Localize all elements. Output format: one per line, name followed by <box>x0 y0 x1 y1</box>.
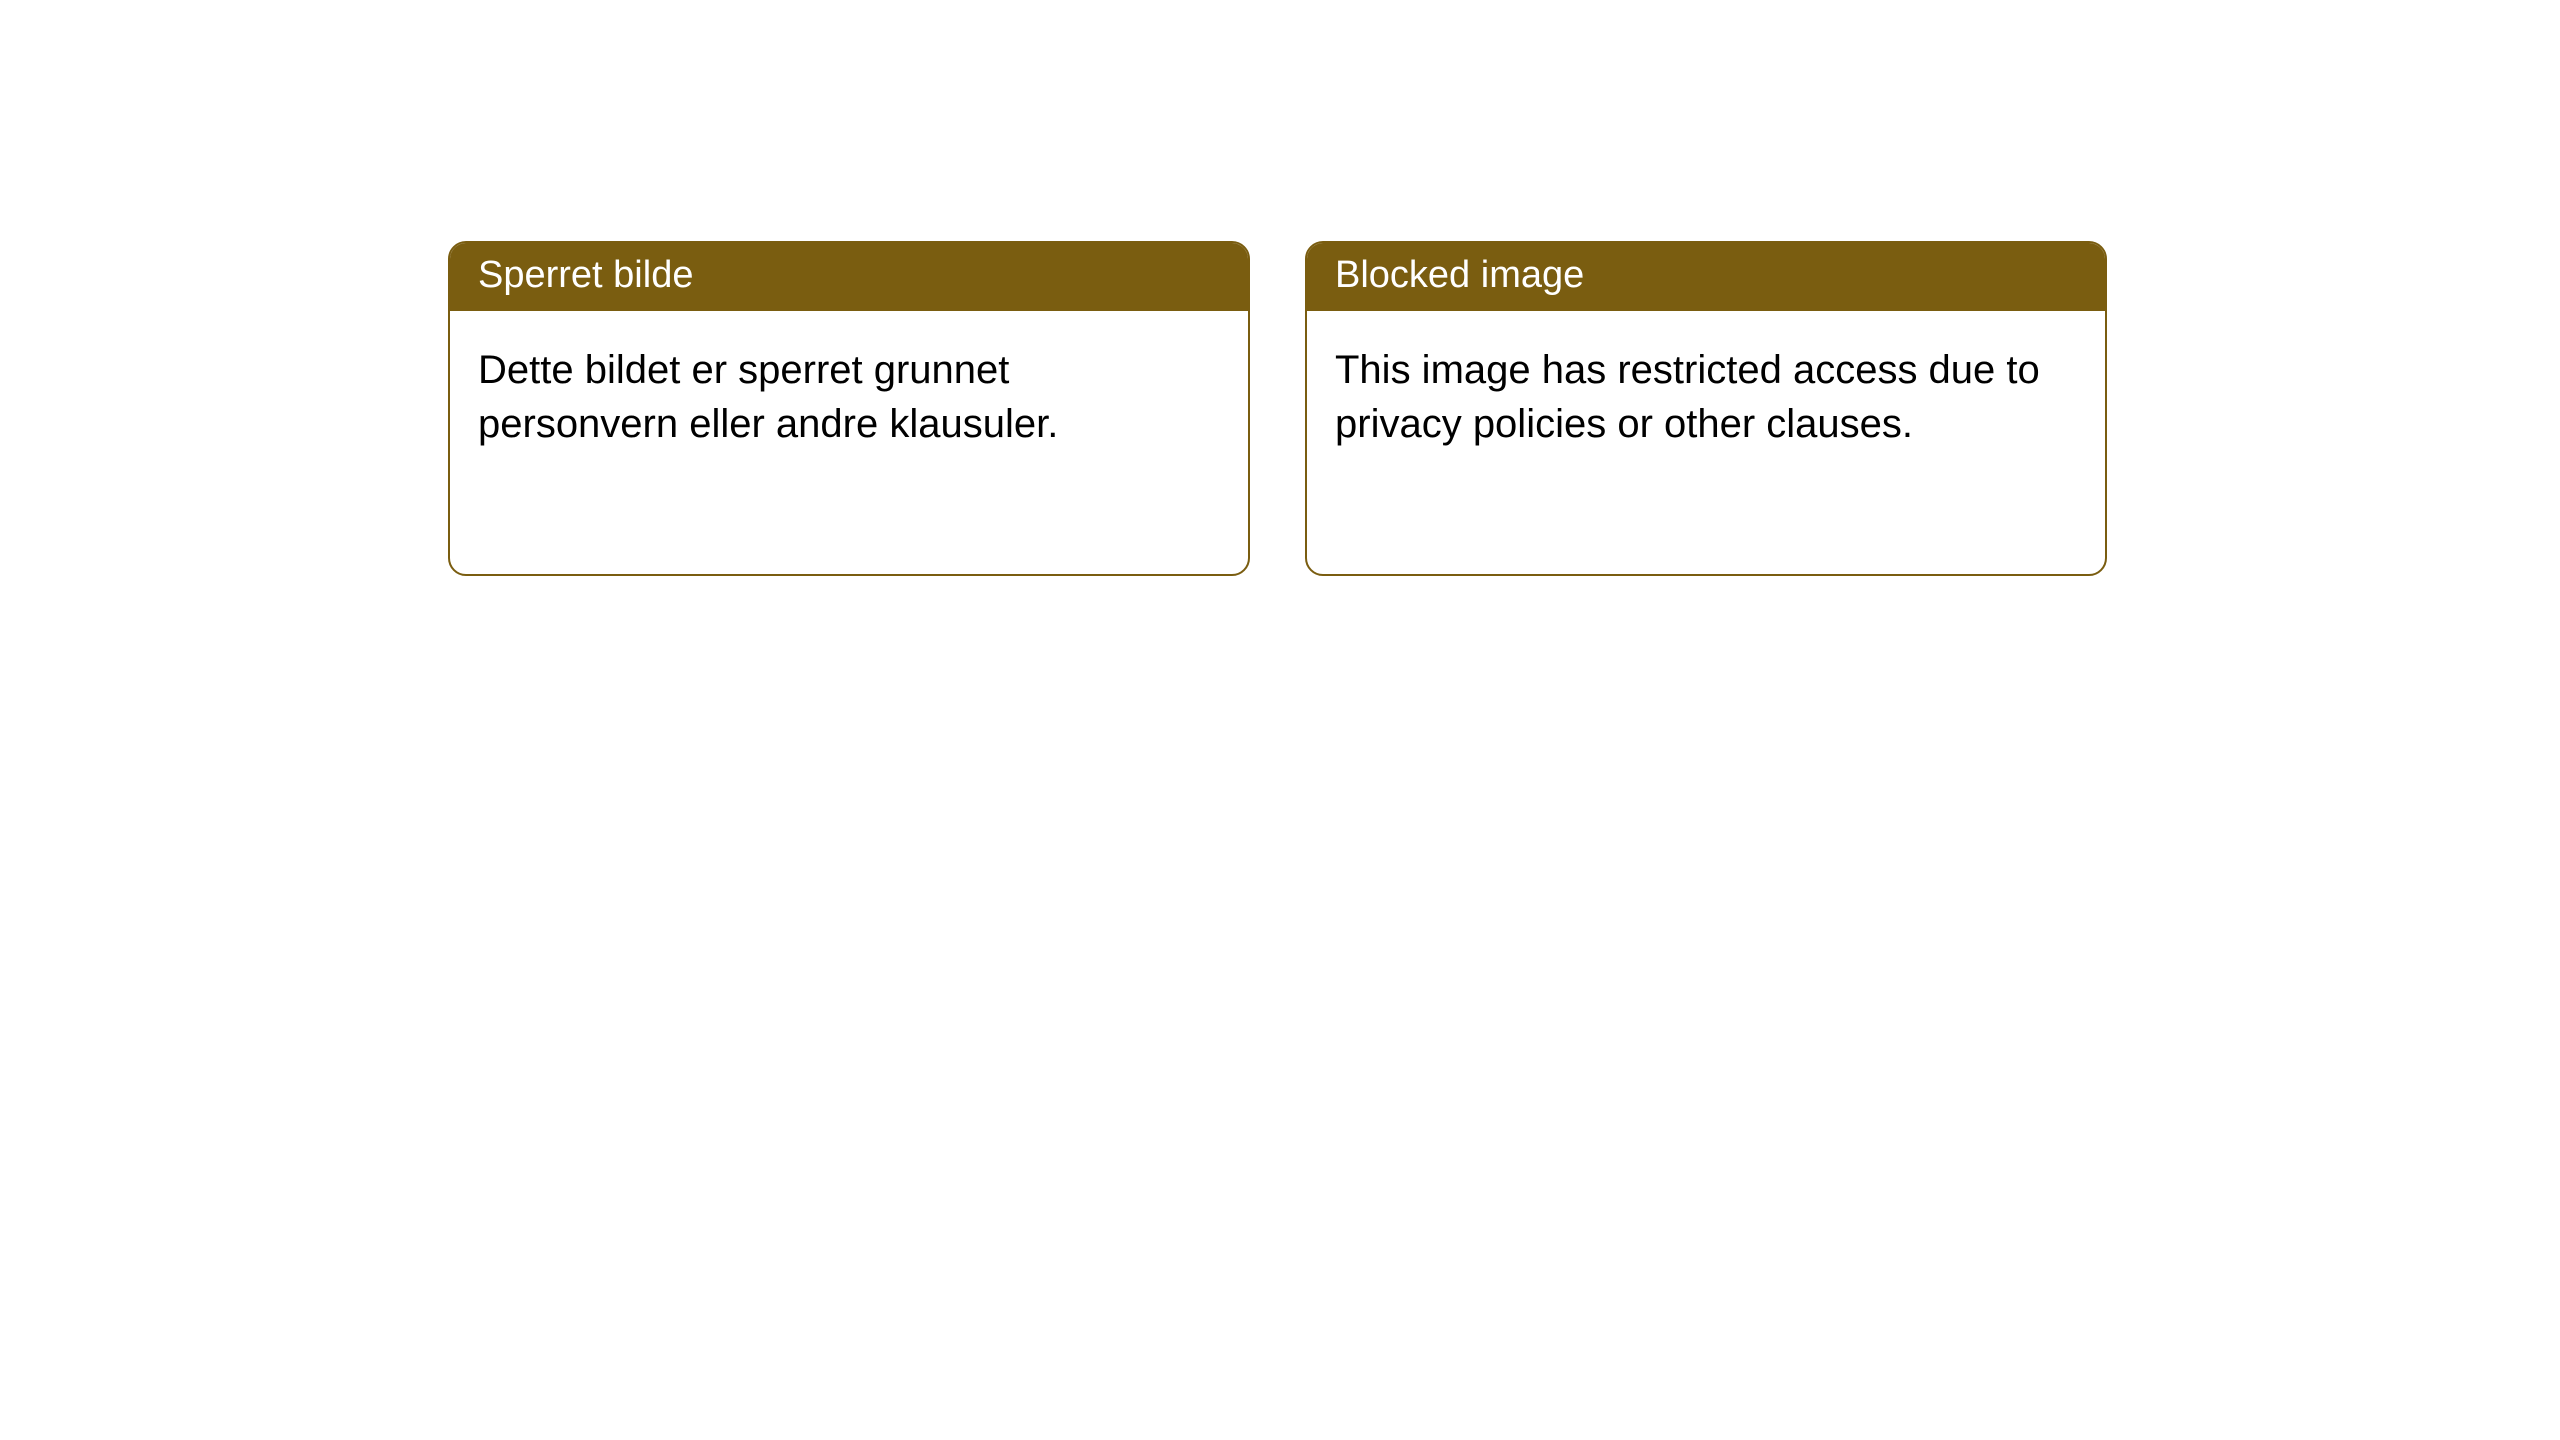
notice-card-norwegian: Sperret bilde Dette bildet er sperret gr… <box>448 241 1250 576</box>
notice-container: Sperret bilde Dette bildet er sperret gr… <box>0 0 2560 576</box>
notice-header: Blocked image <box>1307 243 2105 311</box>
notice-card-english: Blocked image This image has restricted … <box>1305 241 2107 576</box>
notice-body: Dette bildet er sperret grunnet personve… <box>450 311 1248 483</box>
notice-body: This image has restricted access due to … <box>1307 311 2105 483</box>
notice-header: Sperret bilde <box>450 243 1248 311</box>
